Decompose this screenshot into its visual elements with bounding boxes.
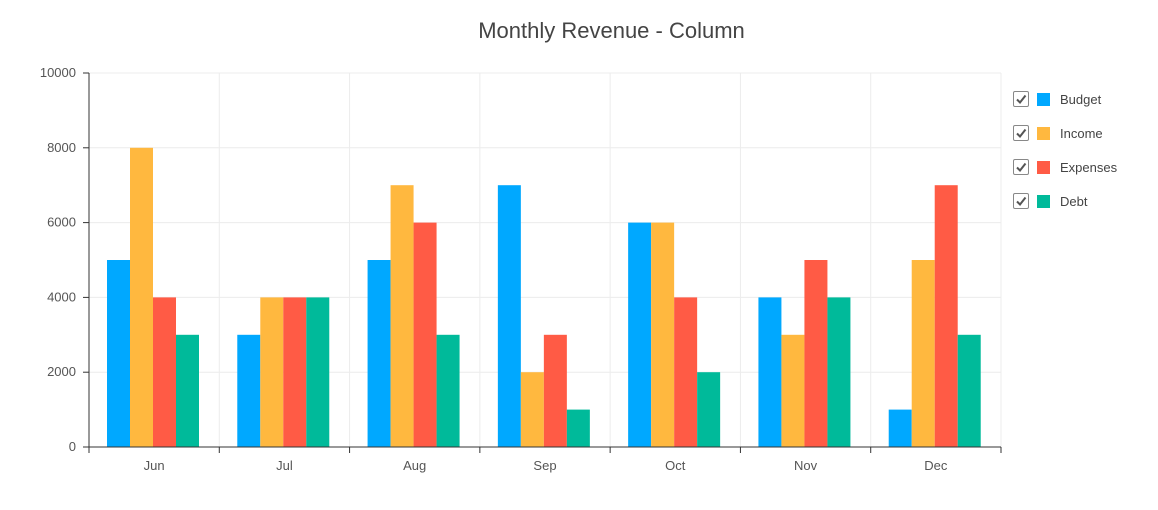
legend-swatch (1037, 160, 1050, 174)
bar-income-dec (911, 260, 935, 447)
legend: Budget Income Expenses Debt (1013, 89, 1117, 225)
axes (83, 72, 1002, 453)
bar-expenses-oct (674, 297, 698, 447)
x-tick-label: Nov (794, 458, 818, 473)
checkbox-checked-icon[interactable] (1013, 91, 1029, 107)
legend-swatch (1037, 92, 1050, 106)
y-tick-label: 8000 (47, 140, 76, 155)
bar-budget-jun (107, 260, 130, 447)
legend-label: Expenses (1060, 159, 1118, 175)
bar-expenses-dec (934, 185, 958, 447)
bar-income-nov (781, 334, 805, 447)
legend-swatch (1037, 194, 1050, 208)
bar-income-sep (520, 372, 544, 447)
bar-expenses-jul (283, 297, 307, 447)
bar-debt-dec (957, 334, 981, 447)
legend-item-budget[interactable]: Budget (1013, 89, 1117, 109)
bar-debt-jul (306, 297, 330, 447)
bar-budget-nov (758, 297, 782, 447)
y-tick-label: 6000 (47, 215, 76, 230)
checkbox-checked-icon[interactable] (1013, 159, 1029, 175)
bar-budget-dec (888, 409, 912, 447)
bar-debt-nov (827, 297, 851, 447)
checkbox-checked-icon[interactable] (1013, 125, 1029, 141)
bar-debt-aug (436, 334, 460, 447)
bar-budget-oct (628, 222, 652, 447)
legend-item-expenses[interactable]: Expenses (1013, 157, 1117, 177)
bar-income-oct (651, 222, 675, 447)
x-tick-label: Dec (924, 458, 948, 473)
x-tick-label: Aug (403, 458, 426, 473)
bar-expenses-nov (804, 260, 828, 447)
bar-budget-sep (497, 185, 521, 447)
bars (107, 147, 981, 448)
bar-debt-sep (566, 409, 590, 447)
bar-budget-jul (237, 334, 261, 447)
y-tick-label: 2000 (47, 364, 76, 379)
x-tick-label: Jun (144, 458, 165, 473)
legend-item-income[interactable]: Income (1013, 123, 1117, 143)
grid-lines (89, 72, 1002, 447)
bar-expenses-sep (543, 334, 567, 447)
x-tick-label: Sep (533, 458, 556, 473)
bar-debt-jun (176, 334, 199, 447)
legend-label: Debt (1060, 193, 1088, 209)
bar-income-jul (260, 297, 284, 447)
bar-expenses-jun (153, 297, 176, 447)
x-tick-label: Jul (276, 458, 293, 473)
legend-swatch (1037, 126, 1050, 140)
y-tick-label: 0 (69, 439, 76, 454)
chart-title: Monthly Revenue - Column (478, 18, 745, 43)
bar-income-jun (130, 147, 153, 448)
legend-item-debt[interactable]: Debt (1013, 191, 1117, 211)
bar-income-aug (390, 185, 414, 447)
y-tick-label: 10000 (40, 65, 76, 80)
legend-label: Income (1060, 125, 1103, 141)
y-tick-label: 4000 (47, 289, 76, 304)
bar-expenses-aug (413, 222, 437, 447)
x-tick-label: Oct (665, 458, 686, 473)
legend-label: Budget (1060, 91, 1102, 107)
bar-budget-aug (367, 260, 391, 447)
tick-labels: 0 2000 4000 6000 8000 10000 Jun Jul Aug Sep Oct Nov… (40, 65, 948, 473)
checkbox-checked-icon[interactable] (1013, 193, 1029, 209)
bar-debt-oct (697, 372, 721, 447)
